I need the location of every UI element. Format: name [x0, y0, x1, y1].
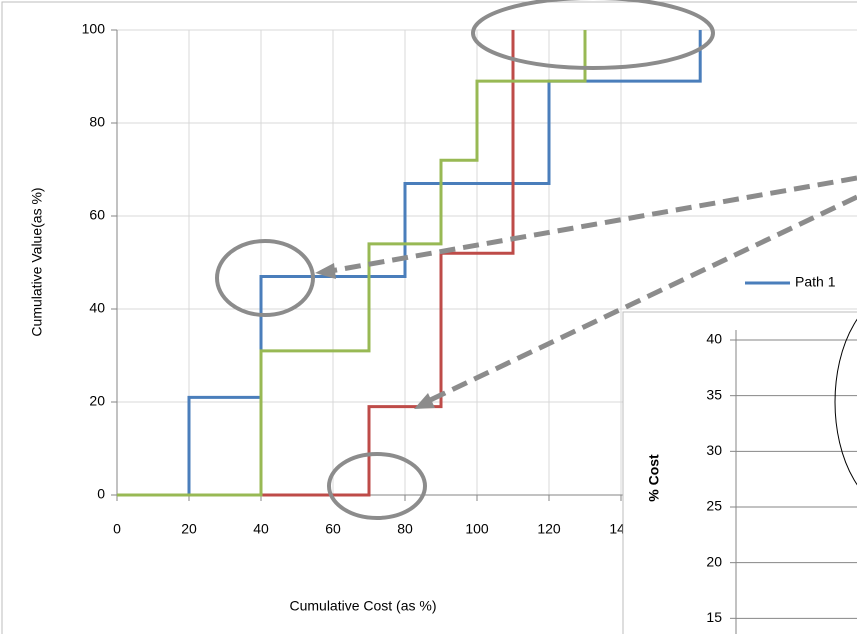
x-axis-title: Cumulative Cost (as %) [289, 598, 436, 614]
y-tick-label: 30 [706, 442, 722, 458]
x-tick-label: 40 [253, 521, 269, 537]
y-tick-label: 20 [89, 393, 105, 409]
dashed-arrow [422, 194, 857, 406]
y-tick-label: 25 [706, 498, 722, 514]
y-tick-label: 35 [706, 386, 722, 402]
series-line [117, 30, 587, 497]
y-tick-label: 100 [82, 21, 106, 37]
inset-chart: % Cost 15 20 25 30 35 40 [622, 311, 857, 639]
y-tick-label: 60 [89, 207, 105, 223]
y-tick-label: 40 [89, 300, 105, 316]
y-tick-label: 40 [706, 331, 722, 347]
x-tick-label: 120 [537, 521, 561, 537]
inset-ellipse [834, 318, 857, 486]
inset-frame [622, 311, 857, 639]
y-axis-title: Cumulative Value(as %) [29, 187, 45, 336]
highlight-ellipse [471, 0, 715, 70]
legend-label: Path 1 [795, 274, 836, 290]
x-tick-label: 60 [325, 521, 341, 537]
arrow-head [315, 263, 336, 279]
y-tick-label: 20 [706, 553, 722, 569]
series-line [261, 30, 515, 497]
arrow-head [414, 393, 435, 409]
highlight-ellipse [327, 452, 427, 520]
y-tick-label: 80 [89, 114, 105, 130]
dashed-arrow [324, 175, 857, 275]
x-tick-label: 20 [181, 521, 197, 537]
x-tick-label: 80 [397, 521, 413, 537]
x-tick-label: 0 [113, 521, 121, 537]
y-tick-label: 0 [97, 486, 105, 502]
y-tick-label: 15 [706, 609, 722, 625]
highlight-ellipse [215, 239, 315, 317]
x-tick-label: 100 [465, 521, 489, 537]
y-axis-title: % Cost [646, 454, 662, 502]
series-line [117, 30, 702, 497]
annotations [215, 0, 857, 520]
